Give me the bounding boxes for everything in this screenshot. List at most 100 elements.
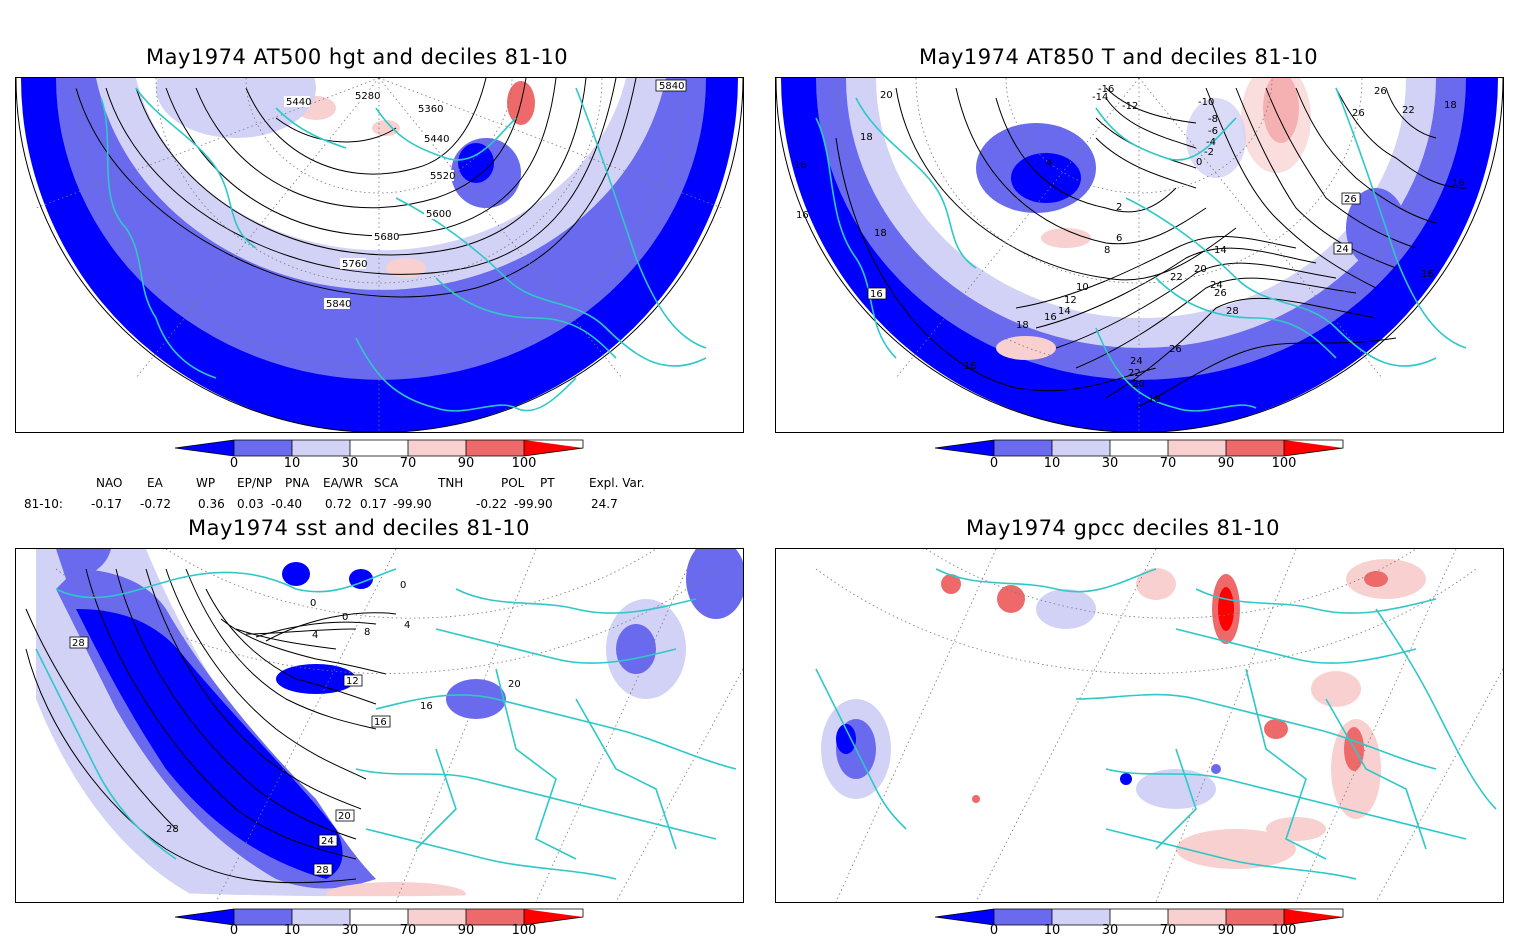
contour-label: 26 [1344, 194, 1357, 205]
contour-label: 16 [794, 160, 807, 171]
colorbar-scale [935, 908, 1344, 926]
contour-label: 22 [1128, 368, 1141, 379]
colorbar-tick: 100 [511, 923, 537, 938]
contour-label: 18 [874, 228, 887, 239]
index-value: -0.17 [91, 497, 123, 511]
contour-label: 28 [166, 824, 179, 835]
contour-label: 24 [321, 836, 334, 847]
contour-label: 14 [1214, 245, 1227, 256]
contour-label: 16 [1421, 269, 1434, 280]
index-value: 24.7 [591, 497, 618, 511]
panel-title-sst: May1974 sst and deciles 81-10 [188, 516, 531, 540]
index-value: 0.17 [360, 497, 387, 511]
index-name: POL [501, 476, 525, 490]
colorbar-scale [175, 908, 584, 926]
map-panel-500hgt: 5440 5280 5360 5440 5520 5600 5680 5760 … [15, 77, 744, 433]
index-value: -0.72 [140, 497, 172, 511]
colorbar-tick: 10 [283, 923, 301, 938]
contour-label: 16 [420, 701, 433, 712]
contour-label: 6 [1116, 233, 1122, 244]
contour-label: 14 [1058, 306, 1071, 317]
contour-label: 0 [400, 580, 406, 591]
colorbar-tick: 30 [341, 456, 359, 471]
contour-label: 28 [72, 638, 85, 649]
colorbar-tick: 70 [399, 923, 417, 938]
contour-label: -4 [1206, 137, 1216, 148]
colorbar-tick: 90 [1217, 923, 1235, 938]
contour-label: 20 [338, 811, 351, 822]
contour-label: -12 [1122, 101, 1138, 112]
contour-label: 5520 [430, 171, 455, 182]
colorbar-tick: 0 [989, 923, 999, 938]
contour-label: 0 [310, 598, 316, 609]
contour-label: 5440 [286, 97, 311, 108]
contour-label: 5440 [424, 134, 449, 145]
contour-label: -14 [1092, 92, 1108, 103]
contour-label: 0 [342, 612, 348, 623]
map-panel-850t: 20 18 16 16 18 16 4 2 6 8 10 12 14 16 18… [775, 77, 1504, 433]
colorbar-tick: 10 [1043, 923, 1061, 938]
contour-label: 22 [1170, 272, 1183, 283]
contour-label: 26 [1374, 86, 1387, 97]
contour-label: 18 [1016, 320, 1029, 331]
index-name: EA [147, 476, 163, 490]
contour-label: 5360 [418, 104, 443, 115]
contour-label: 8 [1104, 245, 1110, 256]
contour-label: 16 [1452, 178, 1465, 189]
contour-label: 24 [1210, 280, 1223, 291]
index-value: -99.90 [393, 497, 432, 511]
contour-label: 28 [1226, 306, 1239, 317]
index-value: 0.72 [325, 497, 352, 511]
index-name: TNH [438, 476, 464, 490]
precip-decile-patches [821, 559, 1426, 869]
colorbar-tick: 0 [229, 456, 239, 471]
contour-labels: 5440 5280 5360 5440 5520 5600 5680 5760 … [284, 79, 687, 310]
contour-label: 5280 [355, 91, 380, 102]
contour-label: 4 [312, 630, 318, 641]
colorbar-tick: 30 [1101, 456, 1119, 471]
contour-label: 18 [860, 132, 873, 143]
contour-label: 18 [1444, 100, 1457, 111]
index-value: -0.22 [476, 497, 508, 511]
contour-label: 12 [346, 676, 359, 687]
contour-label: -10 [1198, 97, 1214, 108]
contour-label: 20 [1132, 379, 1145, 390]
index-value: -0.40 [271, 497, 303, 511]
index-name: WP [196, 476, 216, 490]
colorbar-gpcc: 0 10 30 70 90 100 [935, 908, 1345, 938]
panel-title-500hgt: May1974 AT500 hgt and deciles 81-10 [146, 45, 569, 69]
contour-label: 18 [1148, 394, 1161, 405]
contour-label: 4 [1046, 158, 1052, 169]
colorbar-tick: 90 [1217, 456, 1235, 471]
colorbar-tick: 100 [1271, 923, 1297, 938]
colorbar-tick: 70 [1159, 456, 1177, 471]
colorbar-tick: 70 [399, 456, 417, 471]
colorbar-sst: 0 10 30 70 90 100 [175, 908, 585, 938]
index-name: PNA [285, 476, 310, 490]
contour-label: 5600 [426, 209, 451, 220]
colorbar-tick: 100 [1271, 456, 1297, 471]
contour-label: 16 [870, 289, 883, 300]
index-name: NAO [96, 476, 123, 490]
contour-label: 5680 [374, 232, 399, 243]
colorbar-tick: 90 [457, 456, 475, 471]
index-name: EA/WR [323, 476, 364, 490]
colorbar-tick: 0 [229, 923, 239, 938]
index-row-label: 81-10: [24, 497, 63, 511]
colorbar-tick: 70 [1159, 923, 1177, 938]
colorbar-scale [175, 439, 584, 457]
contour-label: 26 [1169, 344, 1182, 355]
contour-label: 10 [1076, 282, 1089, 293]
map-gpcc [776, 549, 1503, 902]
colorbar-850t: 0 10 30 70 90 100 [935, 439, 1345, 471]
contour-label: 20 [1194, 264, 1207, 275]
colorbar-tick: 0 [989, 456, 999, 471]
contour-label: 5840 [326, 299, 351, 310]
index-value: -99.90 [514, 497, 553, 511]
height-contours [75, 78, 637, 298]
contour-label: 28 [316, 865, 329, 876]
colorbar-scale [935, 439, 1344, 457]
panel-title-850t: May1974 AT850 T and deciles 81-10 [919, 45, 1319, 69]
index-name: Expl. Var. [589, 476, 645, 490]
contour-label: 20 [880, 90, 893, 101]
